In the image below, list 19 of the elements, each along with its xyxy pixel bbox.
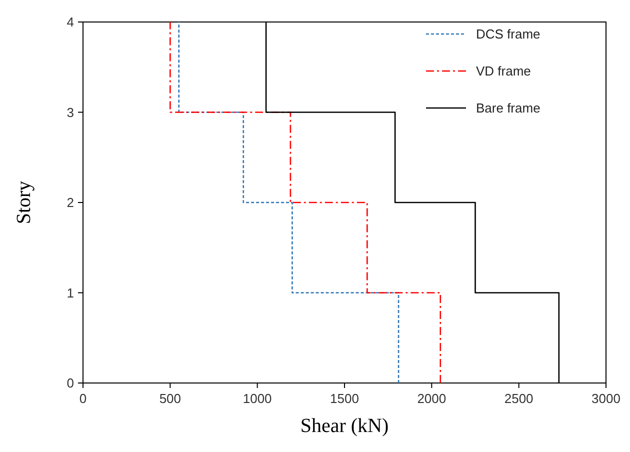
x-axis-title: Shear (kN) [300, 415, 389, 437]
legend-label: Bare frame [476, 100, 540, 116]
y-tick-label: 0 [66, 376, 74, 390]
legend-label: DCS frame [476, 26, 540, 42]
x-tick-label: 2000 [417, 391, 446, 406]
x-tick-label: 2500 [504, 391, 534, 406]
line-series [170, 21, 442, 384]
x-tick-label: 500 [159, 391, 182, 406]
y-tick-label: 3 [66, 104, 74, 120]
y-axis-title: Story [13, 180, 35, 224]
x-tick-label: 3000 [592, 391, 620, 406]
line-series [178, 21, 400, 384]
x-tick-label: 1500 [330, 391, 359, 406]
y-tick-label: 1 [66, 285, 74, 300]
y-tick-label: 2 [66, 195, 74, 210]
x-tick-label: 0 [79, 391, 87, 406]
x-tick-label: 1000 [242, 391, 272, 406]
y-tick-label: 4 [66, 14, 74, 30]
legend-label: VD frame [476, 64, 531, 78]
